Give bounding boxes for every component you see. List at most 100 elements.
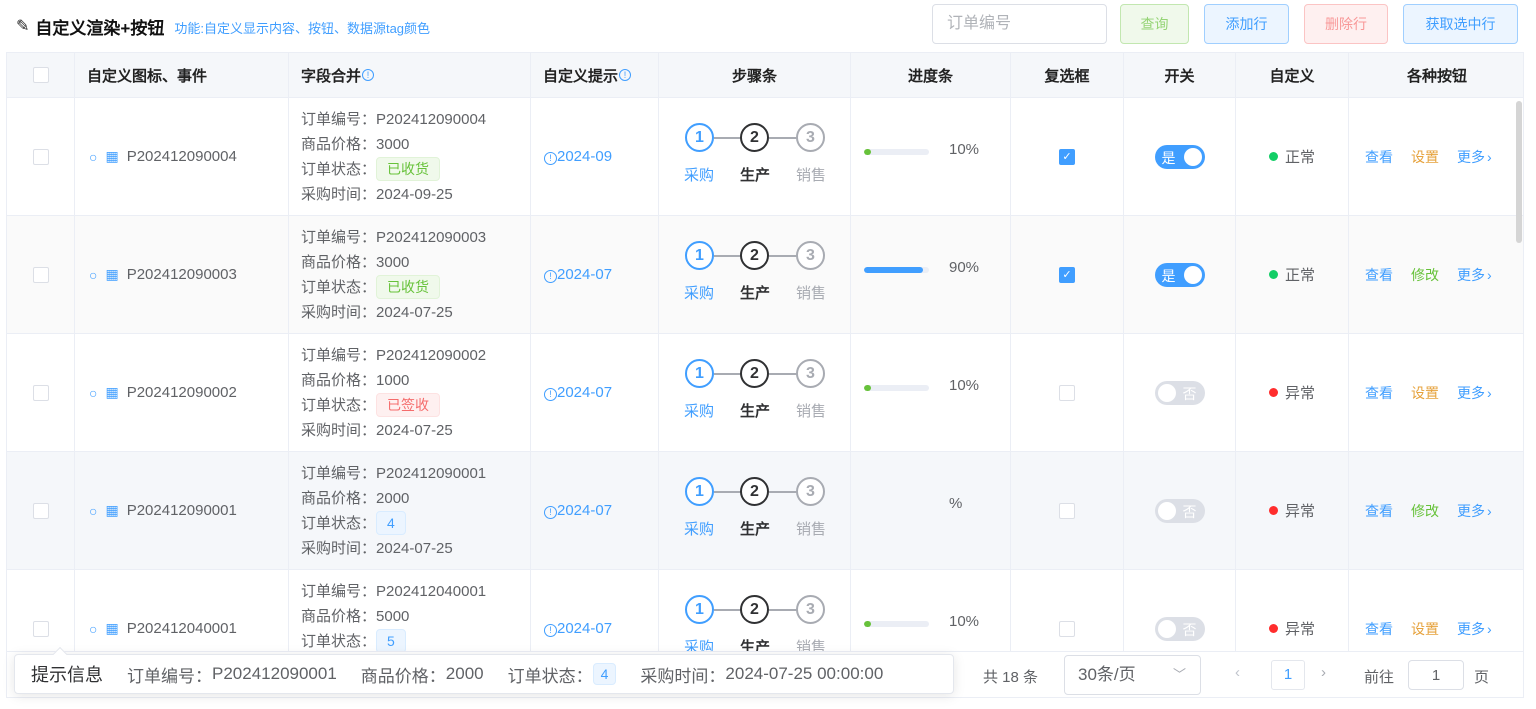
calendar-icon[interactable]: ▦ (105, 502, 119, 518)
page-number[interactable]: 1 (1271, 660, 1305, 690)
toggle-switch[interactable]: 是 (1154, 144, 1205, 169)
tip-link[interactable]: ! 2024-07 (531, 266, 612, 283)
toggle-switch[interactable]: 否 (1154, 380, 1205, 405)
row-select-checkbox[interactable] (32, 148, 49, 165)
switch-label: 否 (1182, 503, 1197, 520)
select-all-checkbox[interactable] (32, 67, 49, 83)
info-icon[interactable]: ! (619, 69, 632, 81)
price-value: 1000 (376, 371, 410, 389)
progress-bar (864, 149, 929, 155)
progress-bar (864, 267, 929, 273)
action-button[interactable]: 修改 (1411, 266, 1439, 283)
view-button[interactable]: 查看 (1365, 620, 1393, 637)
more-button[interactable]: 更多 › (1457, 265, 1492, 285)
switch-label: 是 (1161, 149, 1176, 166)
info-icon: ! (544, 624, 557, 637)
row-select-checkbox[interactable] (32, 384, 49, 401)
label: 商品价格： (360, 666, 446, 686)
step-line (769, 255, 797, 257)
get-selected-rows-button[interactable]: 获取选中行 (1403, 4, 1518, 44)
row-checkbox[interactable] (1059, 620, 1075, 637)
row-checkbox[interactable]: ✓ (1059, 148, 1075, 165)
switch-knob (1183, 265, 1202, 284)
calendar-icon[interactable]: ▦ (105, 148, 119, 164)
steps: 1 2 3 采购 生产 销售 (659, 216, 851, 334)
order-number-search-input[interactable] (932, 4, 1107, 44)
row-checkbox[interactable] (1059, 384, 1075, 401)
search-icon[interactable]: ○ (89, 384, 98, 401)
query-button[interactable]: 查询 (1120, 4, 1189, 44)
calendar-icon[interactable]: ▦ (105, 384, 119, 400)
search-icon[interactable]: ○ (89, 148, 98, 165)
tooltip: 提示信息 订单编号： P202412090001 商品价格： 2000 订单状态： 4… (14, 646, 954, 694)
toggle-switch[interactable]: 否 (1154, 498, 1205, 523)
toggle-switch[interactable]: 是 (1154, 262, 1205, 287)
order-value: P202412090003 (376, 229, 487, 246)
more-button[interactable]: 更多 › (1457, 501, 1492, 521)
view-button[interactable]: 查看 (1365, 266, 1393, 283)
step-line (714, 373, 741, 375)
column-header: 开关 (1164, 67, 1195, 85)
row-select-checkbox[interactable] (32, 620, 49, 637)
status-dot (1268, 270, 1278, 279)
label: 订单编号： (301, 583, 377, 600)
search-icon[interactable]: ○ (89, 502, 98, 519)
action-button[interactable]: 设置 (1411, 620, 1439, 637)
tip-date: 2024-07 (557, 502, 613, 519)
action-button[interactable]: 设置 (1411, 148, 1439, 165)
delete-row-button[interactable]: 删除行 (1304, 4, 1388, 44)
chevron-right-icon: › (1487, 266, 1492, 283)
step-circle: 3 (796, 477, 825, 506)
order-number: P202412090001 (126, 502, 237, 519)
step-label: 生产 (739, 167, 770, 184)
order-number: P202412090003 (126, 266, 237, 283)
label: 采购时间： (640, 666, 726, 686)
step-circle: 1 (685, 477, 714, 506)
view-button[interactable]: 查看 (1365, 502, 1393, 519)
vertical-scrollbar[interactable] (1516, 101, 1522, 243)
search-icon[interactable]: ○ (89, 620, 98, 637)
time-value: 2024-07-25 (376, 303, 453, 321)
row-select-checkbox[interactable] (32, 502, 49, 519)
label: 订单状态： (301, 279, 377, 296)
row-checkbox[interactable]: ✓ (1059, 266, 1075, 283)
label: 订单状态： (507, 666, 593, 686)
search-icon[interactable]: ○ (89, 266, 98, 283)
tip-link[interactable]: ! 2024-07 (531, 384, 612, 401)
tooltip-order: P202412090001 (212, 664, 337, 683)
tip-link[interactable]: ! 2024-09 (531, 148, 612, 165)
page-size-select[interactable]: 30条/页 ﹀ (1064, 655, 1201, 695)
calendar-icon[interactable]: ▦ (105, 620, 119, 636)
chevron-right-icon: › (1487, 620, 1492, 637)
action-button[interactable]: 设置 (1411, 384, 1439, 401)
more-label: 更多 (1457, 148, 1485, 165)
toggle-switch[interactable]: 否 (1154, 616, 1205, 641)
step-line (769, 609, 797, 611)
time-value: 2024-07-25 (376, 539, 453, 557)
goto-page-input[interactable] (1408, 660, 1464, 690)
next-page-icon[interactable]: › (1321, 664, 1326, 681)
row-select-checkbox[interactable] (32, 266, 49, 283)
view-button[interactable]: 查看 (1365, 148, 1393, 165)
view-button[interactable]: 查看 (1365, 384, 1393, 401)
add-row-button[interactable]: 添加行 (1204, 4, 1289, 44)
more-button[interactable]: 更多 › (1457, 147, 1492, 167)
label: 订单状态： (301, 633, 377, 650)
tip-link[interactable]: ! 2024-07 (531, 502, 612, 519)
progress-text: % (949, 495, 963, 512)
row-checkbox[interactable] (1059, 502, 1075, 519)
more-button[interactable]: 更多 › (1457, 383, 1492, 403)
more-button[interactable]: 更多 › (1457, 619, 1492, 639)
tip-link[interactable]: ! 2024-07 (531, 620, 612, 637)
prev-page-icon[interactable]: ‹ (1235, 664, 1240, 681)
calendar-icon[interactable]: ▦ (105, 266, 119, 282)
chevron-down-icon: ﹀ (1172, 667, 1186, 682)
info-icon: ! (544, 152, 557, 165)
page-header: ✎ 自定义渲染+按钮 功能:自定义显示内容、按钮、数据源tag颜色 (16, 12, 430, 40)
column-header: 自定义 (1269, 67, 1315, 85)
info-icon[interactable]: ! (362, 69, 375, 81)
label: 订单编号： (301, 111, 377, 128)
action-button[interactable]: 修改 (1411, 502, 1439, 519)
switch-label: 是 (1161, 267, 1176, 284)
goto-label: 前往 (1364, 669, 1395, 686)
